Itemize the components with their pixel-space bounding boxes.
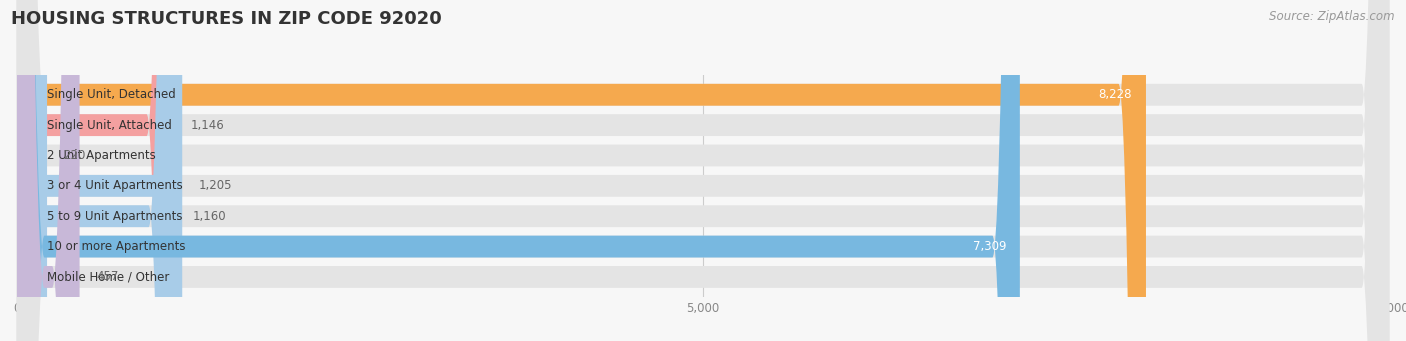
Text: 7,309: 7,309 (973, 240, 1007, 253)
FancyBboxPatch shape (17, 0, 174, 341)
Text: 1,146: 1,146 (191, 119, 225, 132)
Text: Mobile Home / Other: Mobile Home / Other (46, 270, 170, 283)
FancyBboxPatch shape (17, 0, 80, 341)
Text: Source: ZipAtlas.com: Source: ZipAtlas.com (1270, 10, 1395, 23)
Text: Single Unit, Detached: Single Unit, Detached (46, 88, 176, 101)
FancyBboxPatch shape (17, 0, 1389, 341)
Text: 220: 220 (63, 149, 86, 162)
FancyBboxPatch shape (17, 0, 1389, 341)
FancyBboxPatch shape (17, 0, 1389, 341)
FancyBboxPatch shape (17, 0, 1389, 341)
FancyBboxPatch shape (17, 0, 1019, 341)
FancyBboxPatch shape (17, 0, 176, 341)
Text: 1,160: 1,160 (193, 210, 226, 223)
Text: HOUSING STRUCTURES IN ZIP CODE 92020: HOUSING STRUCTURES IN ZIP CODE 92020 (11, 10, 441, 28)
Text: 3 or 4 Unit Apartments: 3 or 4 Unit Apartments (46, 179, 183, 192)
Text: 8,228: 8,228 (1098, 88, 1132, 101)
FancyBboxPatch shape (17, 0, 1389, 341)
FancyBboxPatch shape (17, 0, 46, 341)
Text: 1,205: 1,205 (198, 179, 232, 192)
FancyBboxPatch shape (17, 0, 1146, 341)
Text: 10 or more Apartments: 10 or more Apartments (46, 240, 186, 253)
FancyBboxPatch shape (17, 0, 1389, 341)
FancyBboxPatch shape (17, 0, 1389, 341)
Text: 457: 457 (96, 270, 118, 283)
Text: 5 to 9 Unit Apartments: 5 to 9 Unit Apartments (46, 210, 183, 223)
Text: Single Unit, Attached: Single Unit, Attached (46, 119, 172, 132)
Text: 2 Unit Apartments: 2 Unit Apartments (46, 149, 156, 162)
FancyBboxPatch shape (17, 0, 183, 341)
